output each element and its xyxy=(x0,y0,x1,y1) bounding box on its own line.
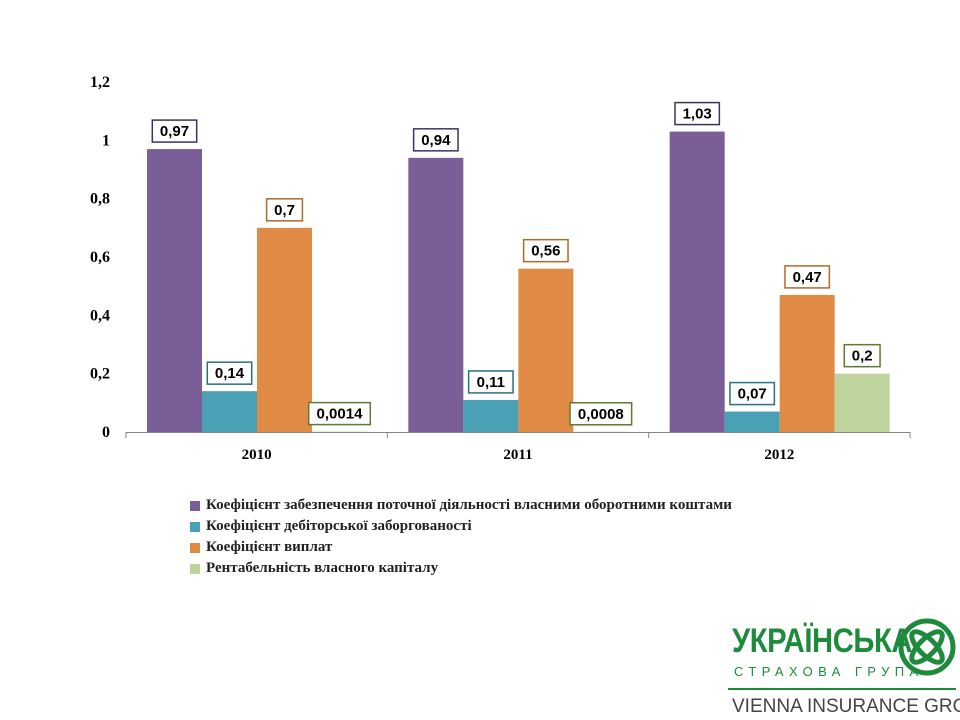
data-label-box xyxy=(467,370,514,394)
data-label: 0,07 xyxy=(738,386,767,403)
y-tick-label: 0,8 xyxy=(90,191,110,208)
data-label-box xyxy=(151,119,198,143)
legend-item: Коефіцієнт забезпечення поточної діяльно… xyxy=(190,495,732,516)
logo-group-name: VIENNA INSURANCE GROUP xyxy=(732,696,960,717)
data-label: 0,94 xyxy=(421,132,451,149)
bar xyxy=(463,399,519,432)
data-label: 0,2 xyxy=(852,348,873,365)
bar xyxy=(518,268,574,432)
legend-swatch-2 xyxy=(190,521,200,532)
y-tick-label: 0,2 xyxy=(90,366,110,383)
bar xyxy=(408,157,464,433)
bar-chart: 0 0,2 0,4 0,6 0,8 1 1,2 2010 2011 2012 0,97 0,94 1,… xyxy=(90,74,911,463)
bar xyxy=(834,373,890,432)
data-label-box xyxy=(307,401,372,426)
bar xyxy=(202,391,257,432)
legend-swatch-1 xyxy=(190,500,200,511)
legend-item: Рентабельність власного капіталу xyxy=(190,558,732,579)
data-label-box xyxy=(265,198,304,222)
data-label: 0,14 xyxy=(215,365,245,382)
data-label-box xyxy=(206,361,253,385)
bars-layer xyxy=(147,131,890,433)
x-tick-label: 2012 xyxy=(764,447,794,463)
logo-divider xyxy=(728,688,956,690)
x-tick-label: 2011 xyxy=(503,447,532,463)
legend-label: Рентабельність власного капіталу xyxy=(206,560,439,576)
legend-item: Коефіцієнт виплат xyxy=(190,537,732,558)
y-tick-label: 1 xyxy=(102,132,110,149)
legend-label: Коефіцієнт забезпечення поточної діяльно… xyxy=(206,497,732,513)
legend-label: Коефіцієнт дебіторської заборгованості xyxy=(206,518,472,534)
data-label: 0,47 xyxy=(793,269,822,286)
bar xyxy=(147,149,202,433)
axes-layer: 0 0,2 0,4 0,6 0,8 1 1,2 2010 2011 2012 xyxy=(90,74,911,463)
data-label-box xyxy=(569,402,633,426)
data-label: 0,0014 xyxy=(317,406,364,423)
data-label-box xyxy=(412,128,459,152)
logo-emblem-icon xyxy=(898,618,956,676)
data-label: 0,56 xyxy=(531,243,560,260)
bar xyxy=(724,411,780,432)
legend-swatch-3 xyxy=(190,542,200,553)
y-tick-label: 0 xyxy=(102,424,110,441)
legend-swatch-4 xyxy=(190,563,200,574)
bar xyxy=(257,227,312,432)
data-label: 1,03 xyxy=(683,106,712,123)
data-label-box xyxy=(729,381,776,406)
bar xyxy=(779,294,835,432)
logo-name: УКРАЇНСЬКА xyxy=(732,622,913,660)
logo-subtitle: СТРАХОВА ГРУПА xyxy=(734,664,924,679)
data-label: 0,7 xyxy=(274,202,295,219)
legend-label: Коефіцієнт виплат xyxy=(206,539,333,555)
y-tick-label: 0,4 xyxy=(90,307,110,324)
x-tick-label: 2010 xyxy=(242,447,272,463)
legend-item: Коефіцієнт дебіторської заборгованості xyxy=(190,516,732,537)
chart-legend: Коефіцієнт забезпечення поточної діяльно… xyxy=(190,495,732,579)
data-label-box xyxy=(522,238,569,263)
y-tick-label: 0,6 xyxy=(90,249,110,266)
data-label: 0,11 xyxy=(477,374,505,391)
data-label: 0,0008 xyxy=(578,406,624,423)
data-label-box xyxy=(843,343,881,368)
y-tick-label: 1,2 xyxy=(90,74,110,91)
data-label: 0,97 xyxy=(160,123,189,140)
bar xyxy=(669,131,725,433)
data-labels-layer: 0,97 0,94 1,03 0,14 0,11 0,07 0,7 0,56 0,47 0,001… xyxy=(151,101,881,426)
data-label-box xyxy=(674,101,721,126)
data-label-box xyxy=(784,265,831,289)
company-logo: УКРАЇНСЬКА СТРАХОВА ГРУПА VIENNA INSURAN… xyxy=(728,616,960,720)
